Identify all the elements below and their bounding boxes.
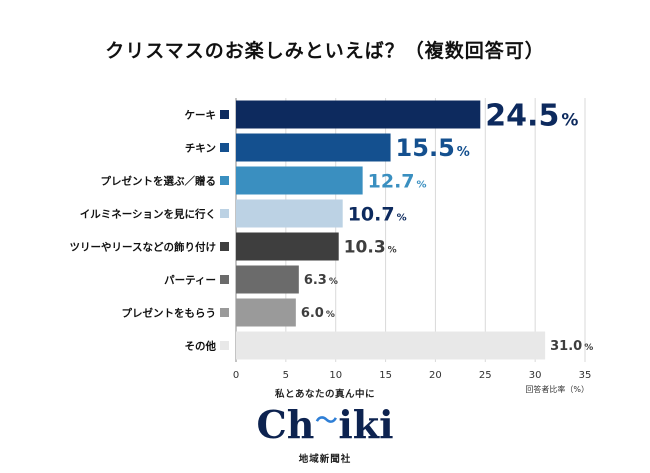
company-name: 地域新聞社 [298,454,352,465]
legend-swatch [220,308,229,317]
x-tick-label: 20 [429,370,442,381]
value-number: 31.0 [550,339,582,354]
legend-swatch [220,242,229,251]
value-label: 6.3% [304,273,338,288]
legend-swatch [220,110,229,119]
value-unit: % [326,310,335,320]
value-label: 31.0% [550,339,593,354]
x-tick-label: 0 [233,370,239,381]
category-label: プレゼントを選ぶ／贈る [101,175,217,188]
x-tick-label: 5 [283,370,289,381]
logo-text-right: iki [338,402,394,447]
brand-logo: Ch〜iki [0,403,650,453]
value-unit: % [457,145,470,160]
legend-swatch [220,341,229,350]
x-tick-label: 35 [579,370,592,381]
logo-tilde-mark: 〜 [315,408,338,434]
logo-text-left: Ch [256,402,315,447]
brand-tagline: 私とあなたの真ん中に [274,389,375,400]
x-tick-label: 10 [329,370,342,381]
bar-3 [236,199,343,228]
value-label: 10.7% [348,203,407,225]
value-number: 6.3 [304,273,327,288]
value-label: 6.0% [301,306,335,321]
value-number: 10.3 [344,238,386,258]
bar-2 [236,166,363,195]
bar-5 [236,265,299,294]
category-label: チキン [185,143,216,155]
legend-swatch [220,176,229,185]
value-number: 15.5 [396,134,455,162]
value-label: 10.3% [344,238,397,258]
category-label: その他 [185,340,217,353]
value-unit: % [329,277,338,287]
value-unit: % [561,110,578,130]
category-label: パーティー [164,275,216,287]
value-number: 12.7 [368,170,415,192]
legend-swatch [220,143,229,152]
value-unit: % [397,212,407,223]
category-label: プレゼントをもらう [122,307,217,320]
value-number: 6.0 [301,306,324,321]
bar-1 [236,133,391,162]
bar-4 [236,232,339,261]
category-label: ツリーやリースなどの飾り付け [70,241,216,254]
value-label: 24.5% [485,98,578,133]
category-label: ケーキ [185,110,217,122]
bar-7 [236,331,546,360]
value-label: 15.5% [396,134,470,162]
x-tick-label: 15 [379,370,392,381]
chart-title: クリスマスのお楽しみといえば？（複数回答可） [105,40,545,62]
x-tick-label: 30 [529,370,542,381]
category-label: イルミネーションを見に行く [80,208,216,221]
value-unit: % [417,179,427,190]
value-unit: % [584,343,593,353]
x-tick-label: 25 [479,370,492,381]
bar-6 [236,298,296,327]
legend-swatch [220,209,229,218]
value-number: 10.7 [348,203,395,225]
value-unit: % [388,246,397,256]
value-label: 12.7% [368,170,427,192]
legend-swatch [220,275,229,284]
value-number: 24.5 [485,98,559,133]
x-axis-label: 回答者比率（%） [525,384,589,394]
bar-0 [236,100,481,129]
